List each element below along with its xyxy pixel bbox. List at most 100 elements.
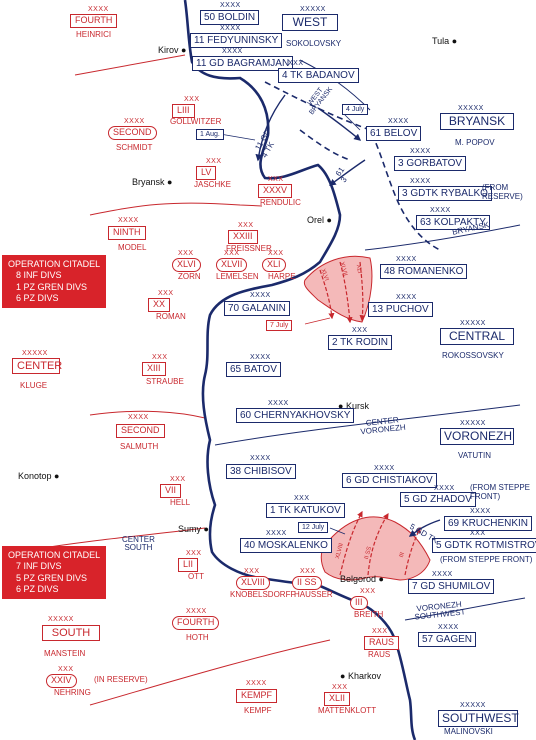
city-bryansk: Bryansk ● <box>132 177 173 187</box>
german-corps-xxiv-commander: NEHRING <box>54 688 91 697</box>
german-corps-iii-commander: BREITH <box>354 610 384 619</box>
soviet-army-65: 65 BATOV <box>226 362 281 377</box>
city-kursk: ● Kursk <box>338 401 369 411</box>
front-southwest: SOUTHWEST <box>438 710 519 728</box>
echelon-mark: XXXX <box>268 400 289 407</box>
echelon-mark: XXXX <box>388 118 409 125</box>
german-corps-xli: XLI <box>262 258 286 272</box>
german-corps-lv: LV <box>196 166 217 180</box>
echelon-mark: XXXXX <box>460 320 486 327</box>
date-12-july: 12 July <box>298 522 329 533</box>
soviet-army-11gd: 11 GD BAGRAMJAN <box>192 56 294 71</box>
echelon-mark: XXXXX <box>300 6 326 13</box>
op-south-line: 7 INF DIVS <box>16 561 62 572</box>
german-corps-xxiii: XXIII <box>228 230 258 244</box>
german-corps-xiii-commander: STRAUBE <box>146 377 184 386</box>
date-pointers <box>219 112 361 535</box>
echelon-mark: XXX <box>268 250 284 257</box>
echelon-mark: XXX <box>152 354 168 361</box>
echelon-mark: XXX <box>352 327 368 334</box>
german-attack-arrows <box>319 261 421 576</box>
city-kirov: Kirov ● <box>158 45 187 55</box>
echelon-mark: XXX <box>294 495 310 502</box>
front-central-commander: ROKOSSOVSKY <box>442 351 504 360</box>
echelon-mark: XXXX <box>396 256 417 263</box>
echelon-mark: XXX <box>300 568 316 575</box>
echelon-mark: XXX <box>58 666 74 673</box>
soviet-army-7gd: 7 GD SHUMILOV <box>408 579 495 594</box>
soviet-army-60: 60 CHERNYAKHOVSKY <box>236 408 355 423</box>
echelon-mark: XXXX <box>250 354 271 361</box>
german-corps-raus: RAUS <box>364 636 400 650</box>
soviet-army-40: 40 MOSKALENKO <box>240 538 332 553</box>
german-corps-xiii: XIII <box>142 362 166 376</box>
german-army-second-south: SECOND <box>116 424 165 438</box>
op-south-line: 5 PZ GREN DIVS <box>16 572 88 583</box>
city-tula: Tula ● <box>432 36 458 46</box>
op-south-line: 6 PZ DIVS <box>16 583 59 594</box>
note-from-steppe-1: (FROM STEPPE FRONT) <box>470 483 531 501</box>
echelon-mark: XXX <box>360 588 376 595</box>
echelon-mark: XXX <box>268 176 284 183</box>
german-corps-xli-commander: HARPE <box>268 272 296 281</box>
boundary-center-south: CENTER SOUTH <box>122 536 155 552</box>
soviet-army-48: 48 ROMANENKO <box>380 264 468 279</box>
front-southwest-commander: MALINOVSKI <box>444 727 493 736</box>
city-bryansk-label: Bryansk <box>132 177 165 187</box>
soviet-army-70: 70 GALANIN <box>224 301 290 316</box>
soviet-corps-4tk: 4 TK BADANOV <box>278 68 359 83</box>
echelon-mark: XXXX <box>246 680 267 687</box>
echelon-mark: XXXX <box>430 207 451 214</box>
in-reserve-note: (IN RESERVE) <box>94 675 148 684</box>
german-corps-lii-commander: OTT <box>188 572 204 581</box>
echelon-mark: XXX <box>244 568 260 575</box>
soviet-army-38: 38 CHIBISOV <box>226 464 296 479</box>
city-kharkov: ● Kharkov <box>340 671 381 681</box>
echelon-mark: XXXX <box>438 624 459 631</box>
soviet-army-6gd: 6 GD CHISTIAKOV <box>342 473 437 488</box>
op-south-title: OPERATION CITADEL <box>8 550 101 560</box>
german-corps-iii: III <box>350 596 368 610</box>
city-belgorod: Belgorod ● <box>340 574 384 584</box>
soviet-corps-5gdtk: 5 GDTK ROTMISTROV <box>432 538 536 553</box>
german-corps-xxiii-commander: FREISSNER <box>226 244 272 253</box>
soviet-corps-2tk: 2 TK RODIN <box>328 335 392 350</box>
echelon-mark: XXXX <box>220 25 241 32</box>
echelon-mark: XXXX <box>410 178 431 185</box>
german-army-fourth-south-commander: HOTH <box>186 633 209 642</box>
echelon-mark: XXX <box>372 628 388 635</box>
german-group-south: SOUTH <box>42 625 100 642</box>
echelon-mark: XXXXX <box>22 350 48 357</box>
echelon-mark: XXXX <box>374 465 395 472</box>
echelon-mark: XXXX <box>124 118 145 125</box>
soviet-arrows <box>255 94 441 537</box>
operation-citadel-north: OPERATION CITADEL 8 INF DIVS 1 PZ GREN D… <box>2 255 107 308</box>
soviet-boundaries <box>214 59 526 621</box>
boundary-lower: SOUTH <box>124 543 153 552</box>
german-corps-liii: LIII <box>172 104 195 118</box>
echelon-mark: XXXXX <box>48 616 74 623</box>
soviet-army-69: 69 KRUCHENKIN <box>444 516 533 531</box>
city-sumy: Sumy ● <box>178 524 209 534</box>
german-corps-vii: VII <box>160 484 182 498</box>
soviet-army-57: 57 GAGEN <box>418 632 477 647</box>
german-corps-xx: XX <box>148 298 171 312</box>
german-corps-lii: LII <box>178 558 199 572</box>
german-corps-xlvii: XLVII <box>216 258 248 272</box>
city-tula-label: Tula <box>432 36 450 46</box>
soviet-army-61: 61 BELOV <box>366 126 422 141</box>
note-from-steppe-2: (FROM STEPPE FRONT) <box>440 555 533 564</box>
german-group-center-commander: KLUGE <box>20 381 48 390</box>
german-group-south-commander: MANSTEIN <box>44 649 86 658</box>
city-sumy-label: Sumy <box>178 524 202 534</box>
german-corps-raus-commander: RAUS <box>368 650 391 659</box>
german-army-ninth: NINTH <box>108 226 146 240</box>
operation-citadel-south: OPERATION CITADEL 7 INF DIVS 5 PZ GREN D… <box>2 546 107 599</box>
soviet-army-63: 63 KOLPAKTY <box>416 215 490 230</box>
german-corps-xlviii-commander: KNOBELSDORFF <box>230 590 296 599</box>
city-orel-label: Orel <box>307 215 325 225</box>
echelon-mark: XXXX <box>396 294 417 301</box>
echelon-mark: XXXXX <box>460 702 486 709</box>
echelon-mark: XXXX <box>434 485 455 492</box>
front-bryansk: BRYANSK <box>440 113 514 131</box>
